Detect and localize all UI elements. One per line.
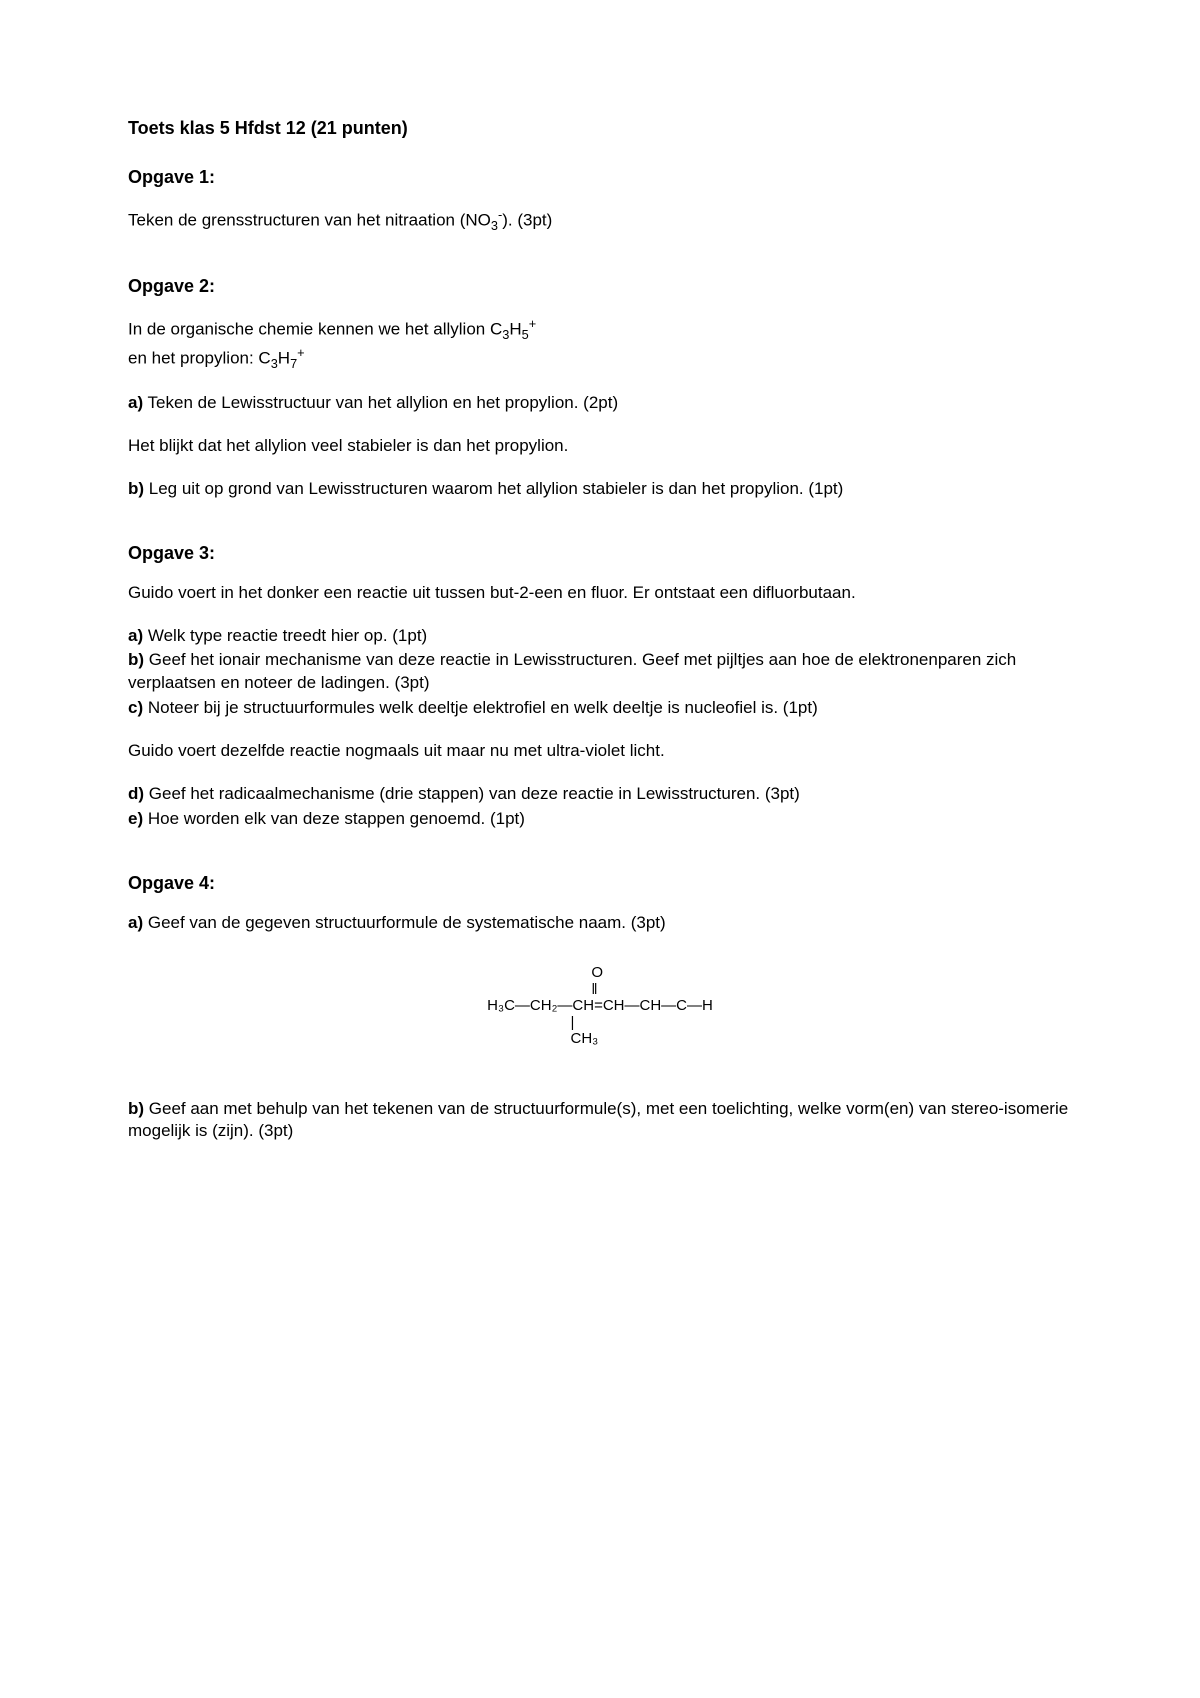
opgave-3-e-label: e) <box>128 809 143 828</box>
structural-formula: O ‖ H₃C—CH₂—CH=CH—CH—C—H | CH₃ <box>128 965 1072 1048</box>
structural-formula-lines: O ‖ H₃C—CH₂—CH=CH—CH—C—H | CH₃ <box>487 965 713 1048</box>
document-container: Toets klas 5 Hfdst 12 (21 punten) Opgave… <box>128 118 1072 1143</box>
chem-line-3: H₃C—CH₂—CH=CH—CH—C—H <box>487 997 713 1014</box>
opgave-2-mid: Het blijkt dat het allylion veel stabiel… <box>128 435 1072 458</box>
opgave-3-d-text: Geef het radicaalmechanisme (drie stappe… <box>144 784 800 803</box>
opgave-4-heading: Opgave 4: <box>128 873 1072 894</box>
opgave-4-b: b) Geef aan met behulp van het tekenen v… <box>128 1098 1072 1144</box>
opgave-2-b: b) Leg uit op grond van Lewisstructuren … <box>128 478 1072 501</box>
opgave-2-a-text: Teken de Lewisstructuur van het allylion… <box>143 393 618 412</box>
opgave-3-heading: Opgave 3: <box>128 543 1072 564</box>
chem-line-4: | <box>487 1014 574 1031</box>
opgave-4-a: a) Geef van de gegeven structuurformule … <box>128 912 1072 935</box>
opgave-3-e-text: Hoe worden elk van deze stappen genoemd.… <box>143 809 525 828</box>
opgave-1-heading: Opgave 1: <box>128 167 1072 188</box>
opgave-4-a-text: Geef van de gegeven structuurformule de … <box>143 913 666 932</box>
opgave-3-c: c) Noteer bij je structuurformules welk … <box>128 697 1072 720</box>
chem-line-1: O <box>487 964 603 981</box>
allyl-text: In de organische chemie kennen we het al… <box>128 320 502 339</box>
allyl-h-sub: 5 <box>522 327 529 342</box>
document-title: Toets klas 5 Hfdst 12 (21 punten) <box>128 118 1072 139</box>
opgave-3-c-label: c) <box>128 698 143 717</box>
opgave-3-b-label: b) <box>128 650 144 669</box>
opgave-4-a-label: a) <box>128 913 143 932</box>
opgave-3-a-text: Welk type reactie treedt hier op. (1pt) <box>143 626 427 645</box>
opgave-1: Opgave 1: Teken de grensstructuren van h… <box>128 167 1072 234</box>
opgave-2-heading: Opgave 2: <box>128 276 1072 297</box>
opgave-2-b-text: Leg uit op grond van Lewisstructuren waa… <box>144 479 843 498</box>
no3-sub: 3 <box>491 218 498 233</box>
opgave-1-text-start: Teken de grensstructuren van het nitraat… <box>128 211 491 230</box>
allyl-plus: + <box>529 316 536 331</box>
propyl-text: en het propylion: C <box>128 348 271 367</box>
opgave-2: Opgave 2: In de organische chemie kennen… <box>128 276 1072 500</box>
opgave-3-a: a) Welk type reactie treedt hier op. (1p… <box>128 625 1072 648</box>
opgave-3-d: d) Geef het radicaalmechanisme (drie sta… <box>128 783 1072 806</box>
opgave-4-b-text: Geef aan met behulp van het tekenen van … <box>128 1099 1068 1141</box>
opgave-2-a: a) Teken de Lewisstructuur van het allyl… <box>128 392 1072 415</box>
opgave-3-a-label: a) <box>128 626 143 645</box>
opgave-2-a-label: a) <box>128 393 143 412</box>
opgave-2-b-label: b) <box>128 479 144 498</box>
opgave-3-e: e) Hoe worden elk van deze stappen genoe… <box>128 808 1072 831</box>
opgave-2-line2: en het propylion: C3H7+ <box>128 344 1072 372</box>
propyl-plus: + <box>297 345 304 360</box>
opgave-3-d-label: d) <box>128 784 144 803</box>
opgave-3-mid: Guido voert dezelfde reactie nogmaals ui… <box>128 740 1072 763</box>
opgave-4-b-label: b) <box>128 1099 144 1118</box>
opgave-3-b-text: Geef het ionair mechanisme van deze reac… <box>128 650 1016 692</box>
chem-line-2: ‖ <box>487 981 597 998</box>
opgave-3-intro: Guido voert in het donker een reactie ui… <box>128 582 1072 605</box>
opgave-3-c-text: Noteer bij je structuurformules welk dee… <box>143 698 818 717</box>
opgave-3-b: b) Geef het ionair mechanisme van deze r… <box>128 649 1072 695</box>
chem-line-5: CH₃ <box>487 1030 598 1047</box>
opgave-1-text-end: ). (3pt) <box>502 211 552 230</box>
opgave-3: Opgave 3: Guido voert in het donker een … <box>128 543 1072 832</box>
opgave-4: Opgave 4: a) Geef van de gegeven structu… <box>128 873 1072 1143</box>
propyl-c-sub: 3 <box>271 356 278 371</box>
allyl-h: H <box>509 320 521 339</box>
opgave-2-line1: In de organische chemie kennen we het al… <box>128 315 1072 343</box>
propyl-h: H <box>278 348 290 367</box>
opgave-1-text: Teken de grensstructuren van het nitraat… <box>128 206 1072 234</box>
